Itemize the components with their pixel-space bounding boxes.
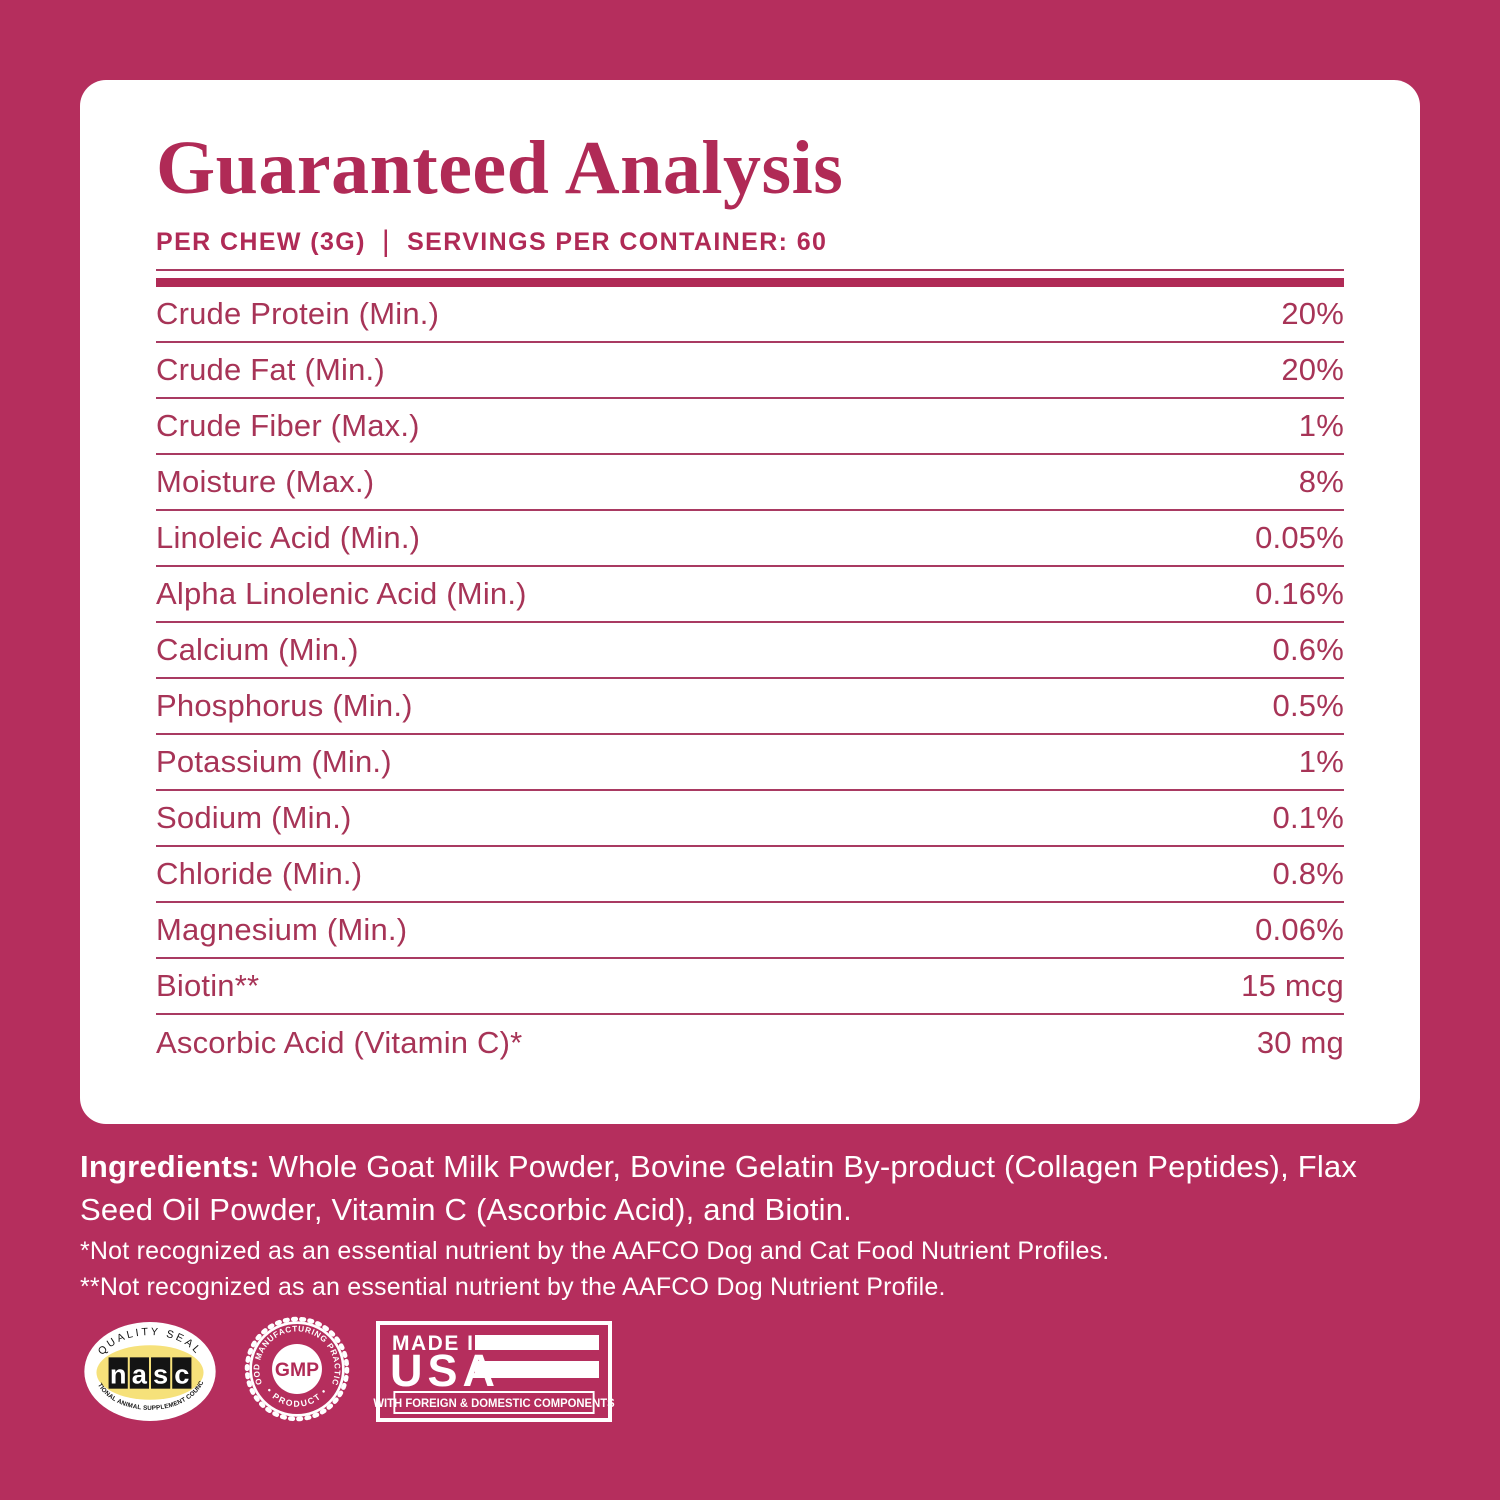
ingredients-label: Ingredients: bbox=[80, 1149, 260, 1184]
nutrient-label: Crude Fiber (Max.) bbox=[156, 407, 420, 443]
nutrient-value: 1% bbox=[1298, 407, 1344, 443]
guaranteed-analysis-card: Guaranteed Analysis PER CHEW (3G) | SERV… bbox=[80, 80, 1420, 1124]
table-row: Biotin** 15 mcg bbox=[156, 959, 1344, 1015]
nasc-letter-n: n bbox=[110, 1359, 127, 1390]
table-row: Calcium (Min.) 0.6% bbox=[156, 623, 1344, 679]
nasc-quality-seal-icon: QUALITY SEAL n a s c NATIONAL ANIMAL SUP… bbox=[84, 1322, 216, 1421]
ingredients-text: Whole Goat Milk Powder, Bovine Gelatin B… bbox=[80, 1149, 1358, 1227]
table-row: Phosphorus (Min.) 0.5% bbox=[156, 679, 1344, 735]
table-row: Moisture (Max.) 8% bbox=[156, 455, 1344, 511]
nasc-letter-c: c bbox=[174, 1359, 189, 1390]
page-title: Guaranteed Analysis bbox=[156, 126, 844, 210]
nutrient-value: 0.16% bbox=[1255, 575, 1344, 611]
usa-flag-bar bbox=[475, 1335, 599, 1350]
nutrient-label: Sodium (Min.) bbox=[156, 799, 352, 835]
table-row: Potassium (Min.) 1% bbox=[156, 735, 1344, 791]
nutrient-label: Moisture (Max.) bbox=[156, 463, 375, 499]
gmp-seal-icon: GOOD MANUFACTURING PRACTICE • PRODUCT • … bbox=[244, 1316, 350, 1422]
made-in-text: MADE IN bbox=[392, 1332, 492, 1355]
usa-flag-bar bbox=[475, 1361, 599, 1378]
nutrient-value: 0.5% bbox=[1272, 687, 1344, 723]
nutrient-value: 30 mg bbox=[1256, 1024, 1344, 1060]
analysis-table: Crude Protein (Min.) 20% Crude Fat (Min.… bbox=[156, 287, 1344, 1071]
table-row: Crude Fat (Min.) 20% bbox=[156, 343, 1344, 399]
nutrient-value: 20% bbox=[1281, 351, 1344, 387]
table-row: Linoleic Acid (Min.) 0.05% bbox=[156, 511, 1344, 567]
nutrient-value: 0.06% bbox=[1255, 911, 1344, 947]
nutrient-label: Crude Protein (Min.) bbox=[156, 295, 440, 331]
nutrient-value: 15 mcg bbox=[1241, 967, 1344, 1003]
header-rule-thick bbox=[156, 277, 1344, 287]
made-in-usa-badge: MADE IN USA WITH FOREIGN & DOMESTIC COMP… bbox=[373, 1321, 615, 1422]
nutrient-value: 1% bbox=[1298, 743, 1344, 779]
nutrient-value: 0.05% bbox=[1255, 519, 1344, 555]
nasc-letter-boxes: n a s c bbox=[108, 1357, 192, 1390]
nutrient-label: Magnesium (Min.) bbox=[156, 911, 408, 947]
nasc-letter-a: a bbox=[132, 1359, 148, 1390]
gmp-center-text: GMP bbox=[275, 1359, 319, 1381]
table-row: Sodium (Min.) 0.1% bbox=[156, 791, 1344, 847]
footnote-aafco-dog: **Not recognized as an essential nutrien… bbox=[80, 1273, 946, 1301]
nasc-letter-s: s bbox=[153, 1359, 168, 1390]
footnote-aafco-dog-cat: *Not recognized as an essential nutrient… bbox=[80, 1237, 1110, 1265]
header-rule-thin bbox=[156, 268, 1344, 271]
nutrient-label: Alpha Linolenic Acid (Min.) bbox=[156, 575, 527, 611]
nutrient-value: 0.1% bbox=[1272, 799, 1344, 835]
table-row: Chloride (Min.) 0.8% bbox=[156, 847, 1344, 903]
table-row: Crude Fiber (Max.) 1% bbox=[156, 399, 1344, 455]
nutrient-label: Calcium (Min.) bbox=[156, 631, 359, 667]
serving-info: PER CHEW (3G) | SERVINGS PER CONTAINER: … bbox=[156, 224, 1344, 260]
nutrient-label: Potassium (Min.) bbox=[156, 743, 392, 779]
nutrient-label: Crude Fat (Min.) bbox=[156, 351, 385, 387]
nutrient-label: Chloride (Min.) bbox=[156, 855, 363, 891]
ingredients-paragraph: Ingredients: Whole Goat Milk Powder, Bov… bbox=[80, 1146, 1432, 1232]
subtitle-divider: | bbox=[381, 224, 392, 258]
nutrient-value: 0.6% bbox=[1272, 631, 1344, 667]
nutrient-label: Biotin** bbox=[156, 967, 260, 1003]
nutrient-label: Linoleic Acid (Min.) bbox=[156, 519, 421, 555]
table-row: Alpha Linolenic Acid (Min.) 0.16% bbox=[156, 567, 1344, 623]
servings-per-container-text: SERVINGS PER CONTAINER: 60 bbox=[407, 228, 828, 257]
table-row: Ascorbic Acid (Vitamin C)* 30 mg bbox=[156, 1015, 1344, 1071]
nutrient-label: Ascorbic Acid (Vitamin C)* bbox=[156, 1024, 523, 1060]
per-chew-text: PER CHEW (3G) bbox=[156, 228, 366, 257]
footnotes: *Not recognized as an essential nutrient… bbox=[80, 1233, 1440, 1305]
nutrient-value: 0.8% bbox=[1272, 855, 1344, 891]
table-row: Magnesium (Min.) 0.06% bbox=[156, 903, 1344, 959]
table-row: Crude Protein (Min.) 20% bbox=[156, 287, 1344, 343]
nutrient-label: Phosphorus (Min.) bbox=[156, 687, 413, 723]
nutrient-value: 20% bbox=[1281, 295, 1344, 331]
usa-components-text: WITH FOREIGN & DOMESTIC COMPONENTS bbox=[373, 1391, 615, 1414]
nutrient-value: 8% bbox=[1298, 463, 1344, 499]
